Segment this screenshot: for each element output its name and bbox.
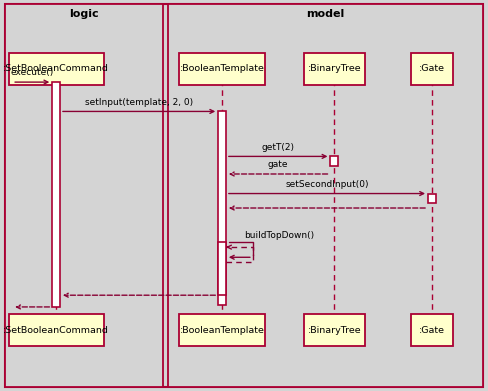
Text: :BinaryTree: :BinaryTree bbox=[307, 64, 361, 74]
Text: buildTopDown(): buildTopDown() bbox=[244, 231, 314, 240]
Text: setInput(template, 2, 0): setInput(template, 2, 0) bbox=[85, 98, 193, 107]
Bar bbox=[218, 111, 226, 305]
Bar bbox=[180, 314, 265, 346]
Bar bbox=[411, 53, 453, 85]
Bar bbox=[9, 314, 104, 346]
Text: setSecondInput(0): setSecondInput(0) bbox=[285, 180, 369, 189]
Text: :BooleanTemplate: :BooleanTemplate bbox=[180, 64, 264, 74]
Text: :BooleanTemplate: :BooleanTemplate bbox=[180, 325, 264, 335]
Text: model: model bbox=[306, 9, 345, 19]
Bar bbox=[428, 194, 436, 203]
Bar bbox=[52, 82, 60, 307]
Bar bbox=[180, 53, 265, 85]
Text: :BinaryTree: :BinaryTree bbox=[307, 325, 361, 335]
Bar bbox=[9, 53, 104, 85]
Bar bbox=[5, 4, 163, 387]
Bar bbox=[218, 242, 226, 295]
Text: :Gate: :Gate bbox=[419, 325, 445, 335]
Text: logic: logic bbox=[69, 9, 99, 19]
Text: getT(2): getT(2) bbox=[262, 143, 295, 152]
Text: gate: gate bbox=[268, 160, 288, 169]
Bar bbox=[304, 314, 365, 346]
Text: execute(): execute() bbox=[11, 68, 54, 77]
Bar bbox=[411, 314, 453, 346]
Bar bbox=[304, 53, 365, 85]
Text: :Gate: :Gate bbox=[419, 64, 445, 74]
Text: :SetBooleanCommand: :SetBooleanCommand bbox=[3, 325, 109, 335]
Bar bbox=[168, 4, 483, 387]
Text: :SetBooleanCommand: :SetBooleanCommand bbox=[3, 64, 109, 74]
Bar bbox=[330, 156, 338, 166]
